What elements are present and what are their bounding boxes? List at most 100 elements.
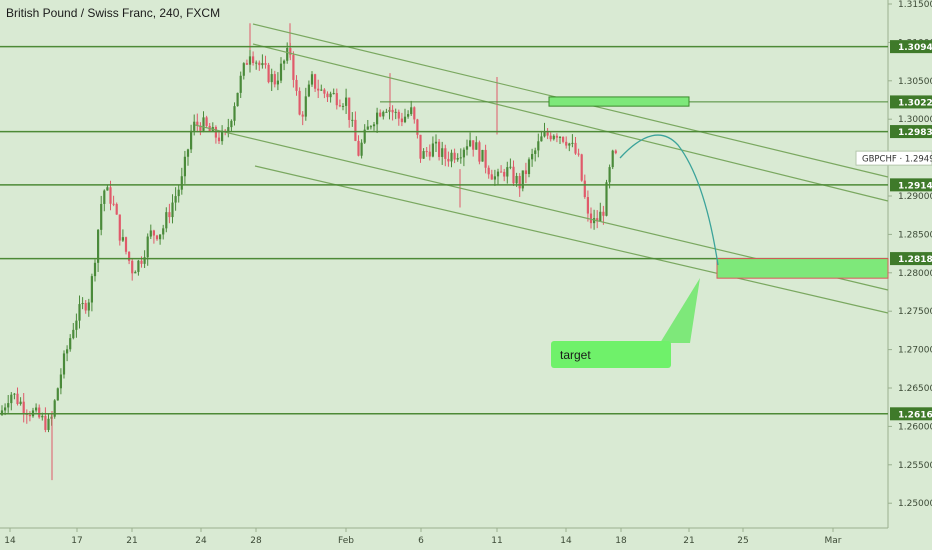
price-tag-label: GBPCHF · 1.29493 [862, 155, 932, 165]
candle-body [16, 393, 19, 404]
y-tick-label: 1.30500 [898, 77, 932, 87]
candle-body [193, 121, 196, 131]
candle-body [19, 401, 22, 404]
level-label-bg [890, 252, 932, 266]
level-label-bg [890, 125, 932, 139]
candle-body [69, 338, 72, 350]
x-tick-label: 17 [71, 536, 82, 546]
candle-body [124, 237, 128, 252]
candle-body [143, 257, 146, 264]
candle-body [385, 111, 388, 113]
chart-title: British Pound / Swiss Franc, 240, FXCM [6, 6, 221, 20]
candle-body [295, 79, 298, 91]
candle-body [186, 149, 190, 157]
candle-body [78, 304, 81, 321]
candle-body [320, 89, 323, 91]
candle-body [345, 97, 348, 106]
candle-body [255, 62, 258, 64]
candle-body [335, 93, 338, 106]
candle-body [155, 235, 159, 240]
candle-body [447, 158, 450, 162]
candle-body [552, 135, 555, 140]
x-tick-label: 14 [560, 536, 572, 546]
candle-body [267, 64, 270, 83]
candle-body [276, 80, 279, 85]
candle-body [115, 204, 118, 215]
resistance-zone [548, 96, 690, 107]
candle-body [450, 152, 453, 162]
candle-body [602, 211, 605, 216]
candle-body [314, 74, 317, 89]
candle-body [152, 230, 155, 236]
candle-body [400, 118, 403, 123]
candle-body [577, 153, 580, 155]
candle-body [75, 320, 78, 330]
candle-body [273, 74, 276, 85]
candle-body [227, 127, 230, 133]
candle-body [524, 170, 527, 175]
candle-body [100, 203, 103, 230]
candle-body [376, 112, 379, 125]
candle-body [56, 388, 59, 401]
candle-body [131, 260, 134, 274]
candle-body [444, 148, 447, 159]
candle-body [397, 111, 400, 119]
candle-body [236, 92, 239, 107]
candle-body [503, 171, 506, 177]
candle-body [422, 151, 425, 159]
channel-line [254, 165, 889, 314]
x-tick-label: 21 [126, 536, 137, 546]
candle-body [425, 151, 428, 153]
candle-body [329, 93, 332, 98]
candle-body [506, 167, 509, 177]
y-tick-label: 1.25000 [898, 499, 932, 509]
candle-body [558, 136, 562, 138]
y-tick-label: 1.26500 [898, 384, 932, 394]
candle-body [360, 142, 363, 156]
candle-body [456, 158, 459, 160]
x-tick-label: 6 [418, 536, 424, 546]
candle-body [475, 142, 478, 150]
candle-body [326, 93, 329, 98]
candle-body [481, 149, 484, 162]
candle-body [534, 150, 537, 154]
y-tick-label: 1.26000 [898, 422, 932, 432]
candle-body [301, 114, 304, 117]
candle-body [81, 303, 84, 305]
candle-body [84, 303, 87, 311]
price-tag-bg [855, 150, 932, 166]
candle-body [568, 143, 571, 146]
candle-body [431, 143, 434, 157]
candle-body [521, 170, 524, 189]
candle-body [183, 156, 186, 177]
candle-body [38, 407, 41, 418]
candle-body [372, 124, 376, 127]
candle-body [589, 213, 593, 224]
candle-body [611, 150, 614, 168]
candle-body [391, 109, 394, 113]
candle-body [496, 171, 500, 177]
candle-body [338, 105, 341, 107]
candle-body [500, 171, 503, 173]
candle-body [369, 126, 372, 128]
level-label-bg [890, 407, 932, 421]
x-tick-label: Feb [338, 536, 354, 546]
level-label: 1.28185 [898, 255, 932, 265]
candle-body [72, 329, 75, 339]
candle-body [149, 230, 152, 237]
candle-body [202, 117, 205, 131]
candle-body [428, 151, 431, 157]
candle-body [596, 218, 599, 222]
level-label-bg [890, 40, 932, 54]
callout-box [551, 341, 671, 368]
y-tick-label: 1.28500 [898, 230, 932, 240]
level-label-bg [890, 178, 932, 192]
candle-body [351, 119, 354, 121]
x-tick-label: 18 [615, 536, 627, 546]
candle-body [292, 54, 295, 80]
candle-body [97, 229, 100, 263]
candle-body [555, 135, 558, 138]
candle-body [279, 63, 283, 81]
candle-body [28, 414, 31, 417]
